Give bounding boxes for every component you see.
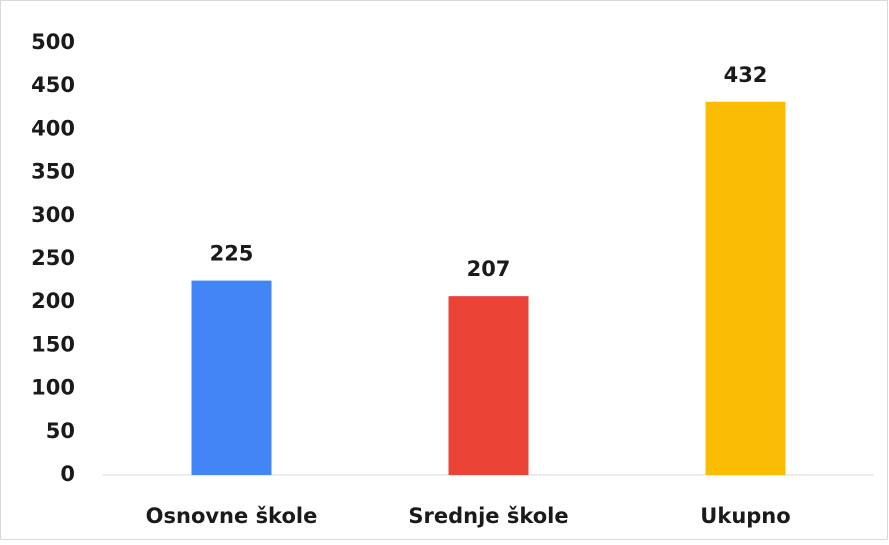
value-label: 225 [210, 242, 254, 266]
y-tick-label: 300 [31, 203, 75, 227]
y-tick-label: 400 [31, 116, 75, 140]
y-tick-label: 100 [31, 376, 75, 400]
y-tick-label: 500 [31, 30, 75, 54]
bar [705, 101, 786, 475]
bar [448, 296, 529, 475]
x-tick-label: Osnovne škole [146, 504, 318, 528]
y-tick-label: 450 [31, 73, 75, 97]
y-tick-label: 150 [31, 332, 75, 356]
y-tick-label: 50 [46, 419, 75, 443]
value-label: 207 [467, 257, 511, 281]
y-tick-label: 350 [31, 160, 75, 184]
x-tick-label: Ukupno [700, 504, 790, 528]
y-tick-label: 200 [31, 289, 75, 313]
bar [191, 280, 272, 475]
y-tick-label: 0 [60, 462, 75, 486]
x-tick-label: Srednje škole [408, 504, 568, 528]
value-label: 432 [724, 63, 768, 87]
y-tick-label: 250 [31, 246, 75, 270]
